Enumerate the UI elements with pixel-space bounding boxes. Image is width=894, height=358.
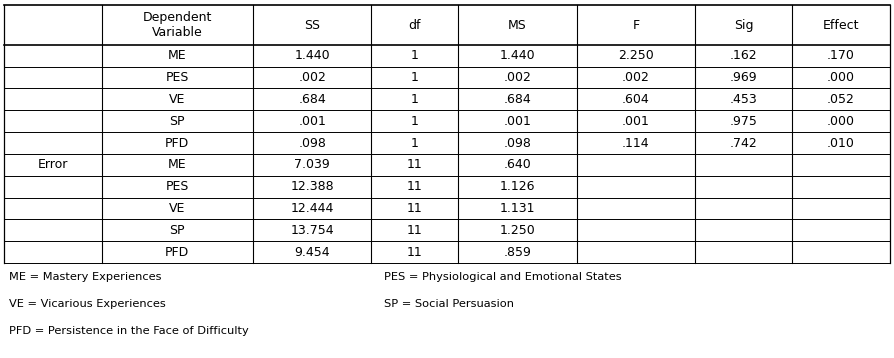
Text: df: df	[409, 19, 421, 32]
Text: 11: 11	[407, 246, 423, 259]
Text: 12.388: 12.388	[291, 180, 333, 193]
Text: .114: .114	[622, 136, 650, 150]
Text: Error: Error	[38, 158, 68, 171]
Text: .684: .684	[503, 93, 531, 106]
Text: .969: .969	[730, 71, 757, 84]
Text: ME: ME	[168, 49, 187, 62]
Text: PFD: PFD	[165, 136, 190, 150]
Text: .162: .162	[730, 49, 757, 62]
Text: 1.131: 1.131	[500, 202, 535, 215]
Text: 11: 11	[407, 180, 423, 193]
Text: PES = Physiological and Emotional States: PES = Physiological and Emotional States	[384, 272, 622, 282]
Text: 13.754: 13.754	[291, 224, 333, 237]
Text: .000: .000	[827, 115, 855, 128]
Text: .001: .001	[622, 115, 650, 128]
Text: PES: PES	[165, 71, 189, 84]
Text: PES: PES	[165, 180, 189, 193]
Text: .098: .098	[298, 136, 326, 150]
Text: .684: .684	[299, 93, 326, 106]
Text: PFD: PFD	[165, 246, 190, 259]
Text: .000: .000	[827, 71, 855, 84]
Text: .604: .604	[622, 93, 650, 106]
Text: SP: SP	[170, 115, 185, 128]
Text: .002: .002	[622, 71, 650, 84]
Text: .002: .002	[503, 71, 531, 84]
Text: .975: .975	[730, 115, 758, 128]
Text: .742: .742	[730, 136, 758, 150]
Text: .098: .098	[503, 136, 531, 150]
Text: SP = Social Persuasion: SP = Social Persuasion	[384, 299, 514, 309]
Text: 1.440: 1.440	[500, 49, 535, 62]
Text: Dependent
Variable: Dependent Variable	[142, 11, 212, 39]
Text: 2.250: 2.250	[618, 49, 654, 62]
Text: .002: .002	[298, 71, 326, 84]
Text: Effect: Effect	[822, 19, 859, 32]
Text: .001: .001	[298, 115, 326, 128]
Text: 1: 1	[410, 49, 418, 62]
Text: .640: .640	[503, 158, 531, 171]
Text: F: F	[632, 19, 639, 32]
Text: MS: MS	[508, 19, 527, 32]
Text: 11: 11	[407, 202, 423, 215]
Text: 1: 1	[410, 115, 418, 128]
Text: 11: 11	[407, 224, 423, 237]
Text: 1.250: 1.250	[499, 224, 535, 237]
Text: 1: 1	[410, 71, 418, 84]
Text: .453: .453	[730, 93, 758, 106]
Text: Sig: Sig	[734, 19, 754, 32]
Text: 12.444: 12.444	[291, 202, 333, 215]
Text: .010: .010	[827, 136, 855, 150]
Text: 9.454: 9.454	[294, 246, 330, 259]
Text: ME = Mastery Experiences: ME = Mastery Experiences	[9, 272, 162, 282]
Text: .170: .170	[827, 49, 855, 62]
Text: .052: .052	[827, 93, 855, 106]
Text: 1: 1	[410, 136, 418, 150]
Text: 7.039: 7.039	[294, 158, 330, 171]
Text: SP: SP	[170, 224, 185, 237]
Text: VE: VE	[169, 93, 185, 106]
Text: PFD = Persistence in the Face of Difficulty: PFD = Persistence in the Face of Difficu…	[9, 326, 249, 336]
Text: 11: 11	[407, 158, 423, 171]
Text: 1.440: 1.440	[294, 49, 330, 62]
Text: .859: .859	[503, 246, 531, 259]
Text: VE: VE	[169, 202, 185, 215]
Text: ME: ME	[168, 158, 187, 171]
Text: 1.126: 1.126	[500, 180, 535, 193]
Text: 1: 1	[410, 93, 418, 106]
Text: .001: .001	[503, 115, 531, 128]
Text: VE = Vicarious Experiences: VE = Vicarious Experiences	[9, 299, 165, 309]
Text: SS: SS	[304, 19, 320, 32]
